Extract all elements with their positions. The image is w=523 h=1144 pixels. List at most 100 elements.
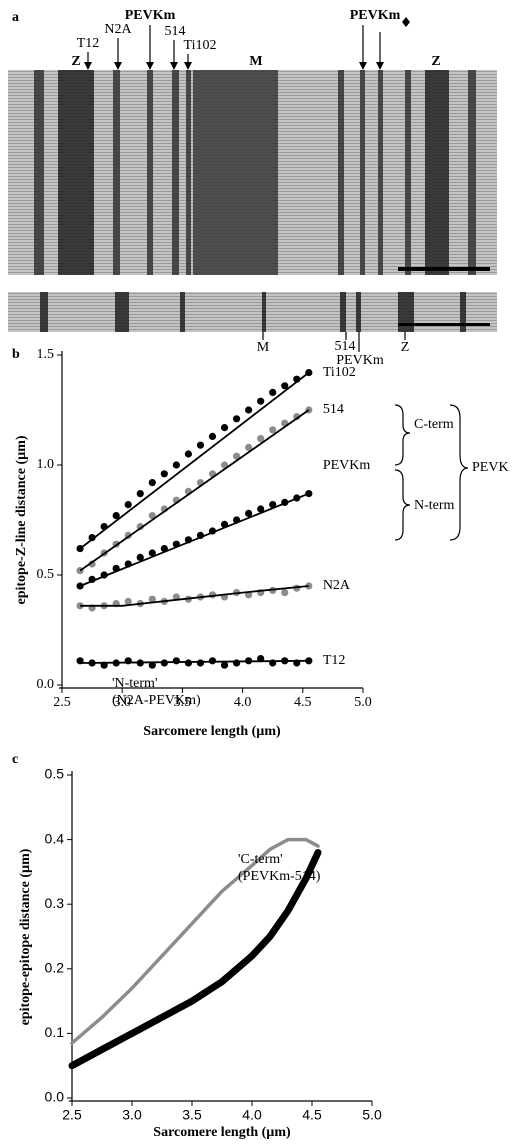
data-point xyxy=(88,560,96,568)
data-point xyxy=(232,659,241,667)
arrowheads xyxy=(84,17,410,70)
x-tick-label: 3.0 xyxy=(113,695,131,710)
label-z: Z xyxy=(401,340,410,355)
series-label: PEVKm xyxy=(323,458,371,473)
data-point xyxy=(245,443,253,451)
micrograph xyxy=(8,70,497,332)
data-point xyxy=(232,452,241,460)
series-note: (PEVKm-514) xyxy=(238,869,321,884)
data-point xyxy=(257,505,265,513)
x-tick-label: 4.5 xyxy=(302,1107,322,1123)
data-point xyxy=(220,424,229,432)
label-ti102: Ti102 xyxy=(184,38,217,53)
series-line xyxy=(70,837,320,1045)
data-point xyxy=(305,490,313,498)
label-n2a: N2A xyxy=(104,22,132,37)
panel-label: a xyxy=(12,10,19,25)
data-point xyxy=(257,435,265,443)
label-pevkm: PEVKm xyxy=(350,8,401,23)
data-point xyxy=(269,501,277,509)
data-point xyxy=(136,523,144,531)
data-point xyxy=(160,470,168,478)
y-axis-title: epitope-Z-line distance (µm) xyxy=(14,435,29,604)
diamond-marker xyxy=(402,17,410,27)
data-point xyxy=(293,413,301,421)
fit-line xyxy=(80,585,309,607)
data-point xyxy=(220,461,229,469)
x-tick-label: 4.0 xyxy=(242,1107,262,1123)
data-point xyxy=(281,382,289,390)
data-point xyxy=(245,509,253,517)
y-tick-label: 1.5 xyxy=(37,347,55,362)
data-point xyxy=(245,406,253,414)
panel-label: b xyxy=(12,347,20,362)
data-point xyxy=(124,597,132,606)
y-tick-label: 1.0 xyxy=(37,457,55,472)
y-tick-label: 0.2 xyxy=(45,960,65,976)
y-tick-label: 0.0 xyxy=(37,677,55,692)
x-tick-label: 4.0 xyxy=(234,695,252,710)
data-point xyxy=(269,388,277,396)
x-axis-title: Sarcomere length (µm) xyxy=(143,724,281,739)
series-line xyxy=(68,849,322,1070)
y-tick-label: 0.1 xyxy=(45,1024,65,1040)
label-t12: T12 xyxy=(77,36,100,51)
x-tick-label: 3.0 xyxy=(122,1107,142,1123)
label-pevkm: PEVKm xyxy=(336,353,384,368)
data-point xyxy=(305,657,313,665)
data-point xyxy=(257,397,265,405)
data-point xyxy=(208,432,217,440)
data-point xyxy=(148,511,156,520)
bracket-label: C-term xyxy=(414,417,454,432)
x-tick-label: 2.5 xyxy=(53,695,71,710)
x-tick-label: 2.5 xyxy=(62,1107,82,1123)
data-point xyxy=(76,582,84,590)
label-514: 514 xyxy=(165,24,186,39)
series-label: 'N-term' xyxy=(112,676,157,691)
y-tick-label: 0.5 xyxy=(37,567,55,582)
data-point xyxy=(281,589,289,597)
data-point xyxy=(196,441,205,449)
x-tick-label: 4.5 xyxy=(294,695,312,710)
bracket-label: N-term xyxy=(414,498,455,513)
data-point xyxy=(269,426,277,434)
label-514: 514 xyxy=(335,339,356,354)
data-point xyxy=(112,511,120,520)
series-label: 514 xyxy=(323,402,344,417)
x-tick-label: 3.5 xyxy=(174,695,192,710)
data-point xyxy=(148,661,156,669)
braces xyxy=(394,404,469,541)
fit-line xyxy=(80,659,309,664)
y-tick-label: 0.4 xyxy=(45,830,65,846)
data-point xyxy=(220,661,229,669)
x-tick-label: 5.0 xyxy=(354,695,372,710)
data-point xyxy=(148,595,156,603)
series-note: (N2A-PEVKm) xyxy=(112,693,201,708)
y-tick-label: 0.5 xyxy=(45,766,65,782)
y-tick-label: 0.3 xyxy=(45,895,65,911)
series-label: T12 xyxy=(323,653,346,668)
y-tick-label: 0.0 xyxy=(45,1089,65,1105)
data-point xyxy=(196,659,205,667)
data-point xyxy=(232,415,241,423)
label-m: M xyxy=(257,340,270,355)
data-point xyxy=(172,461,180,469)
series-label: Ti102 xyxy=(323,365,356,380)
label-z: Z xyxy=(71,54,80,69)
series-label: N2A xyxy=(323,578,351,593)
fit-line xyxy=(79,371,310,550)
data-point xyxy=(172,657,180,665)
series-label: 'C-term' xyxy=(238,852,283,867)
data-point xyxy=(76,602,84,610)
bracket-label: PEVK xyxy=(472,460,509,475)
y-axis-title: epitope-epitope distance (µm) xyxy=(18,848,33,1025)
label-pevkm: PEVKm xyxy=(125,8,176,23)
data-point xyxy=(148,479,156,487)
data-point xyxy=(208,657,217,665)
data-point xyxy=(124,501,132,509)
panel-label: c xyxy=(12,752,18,767)
data-point xyxy=(305,582,313,590)
x-axis-title: Sarcomere length (µm) xyxy=(153,1125,291,1140)
